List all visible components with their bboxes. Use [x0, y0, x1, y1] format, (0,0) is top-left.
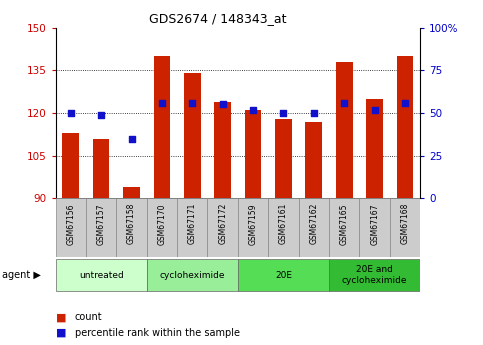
Text: agent ▶: agent ▶ — [2, 270, 41, 280]
Text: GSM67172: GSM67172 — [218, 203, 227, 245]
Bar — [154, 56, 170, 198]
Text: untreated: untreated — [79, 270, 124, 280]
Point — [128, 136, 135, 141]
Point — [97, 112, 105, 117]
Bar — [329, 198, 359, 257]
Bar — [336, 62, 353, 198]
Point — [371, 107, 379, 112]
Text: GSM67168: GSM67168 — [400, 203, 410, 245]
Text: GSM67156: GSM67156 — [66, 203, 75, 245]
Bar — [56, 198, 86, 257]
Point — [310, 110, 318, 116]
Bar — [268, 198, 298, 257]
Bar — [275, 119, 292, 198]
Text: GSM67171: GSM67171 — [188, 203, 197, 245]
Text: GSM67159: GSM67159 — [249, 203, 257, 245]
Point — [401, 100, 409, 106]
Text: 20E and
cycloheximide: 20E and cycloheximide — [342, 265, 407, 285]
Bar — [366, 99, 383, 198]
Text: cycloheximide: cycloheximide — [159, 270, 225, 280]
Bar — [116, 198, 147, 257]
Bar — [147, 259, 238, 291]
Text: GSM67165: GSM67165 — [340, 203, 349, 245]
Text: GSM67157: GSM67157 — [97, 203, 106, 245]
Point — [188, 100, 196, 106]
Bar — [298, 198, 329, 257]
Point — [280, 110, 287, 116]
Bar — [305, 121, 322, 198]
Bar — [214, 101, 231, 198]
Point — [341, 100, 348, 106]
Bar — [329, 259, 420, 291]
Bar — [184, 73, 200, 198]
Point — [158, 100, 166, 106]
Text: GDS2674 / 148343_at: GDS2674 / 148343_at — [149, 12, 286, 25]
Text: count: count — [75, 313, 102, 322]
Text: ■: ■ — [56, 313, 66, 322]
Bar — [238, 198, 268, 257]
Text: GSM67162: GSM67162 — [309, 203, 318, 245]
Bar — [62, 133, 79, 198]
Text: ■: ■ — [56, 328, 66, 338]
Text: GSM67170: GSM67170 — [157, 203, 167, 245]
Text: percentile rank within the sample: percentile rank within the sample — [75, 328, 240, 338]
Bar — [93, 139, 110, 198]
Bar — [147, 198, 177, 257]
Text: GSM67167: GSM67167 — [370, 203, 379, 245]
Bar — [397, 56, 413, 198]
Bar — [123, 187, 140, 198]
Bar — [359, 198, 390, 257]
Bar — [245, 110, 261, 198]
Bar — [390, 198, 420, 257]
Bar — [86, 198, 116, 257]
Bar — [56, 259, 147, 291]
Bar — [238, 259, 329, 291]
Point — [67, 110, 74, 116]
Point — [249, 107, 257, 112]
Bar — [177, 198, 208, 257]
Point — [219, 102, 227, 107]
Text: GSM67158: GSM67158 — [127, 203, 136, 245]
Text: GSM67161: GSM67161 — [279, 203, 288, 245]
Text: 20E: 20E — [275, 270, 292, 280]
Bar — [208, 198, 238, 257]
